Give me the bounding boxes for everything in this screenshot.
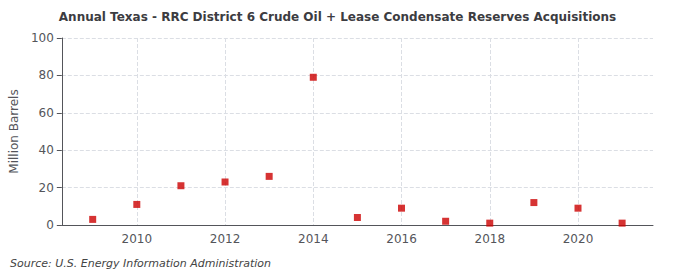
svg-text:2018: 2018 <box>474 232 505 246</box>
svg-text:100: 100 <box>31 31 54 45</box>
svg-text:2016: 2016 <box>386 232 417 246</box>
svg-text:Million Barrels: Million Barrels <box>7 89 21 173</box>
svg-text:Source: U.S. Energy Informatio: Source: U.S. Energy Information Administ… <box>10 257 271 270</box>
svg-text:2014: 2014 <box>298 232 329 246</box>
svg-text:2020: 2020 <box>563 232 594 246</box>
svg-text:0: 0 <box>46 218 54 232</box>
svg-text:40: 40 <box>39 143 54 157</box>
svg-text:80: 80 <box>39 68 54 82</box>
svg-text:60: 60 <box>39 106 54 120</box>
svg-text:2012: 2012 <box>210 232 241 246</box>
svg-text:Annual Texas - RRC District 6: Annual Texas - RRC District 6 Crude Oil … <box>59 10 616 24</box>
svg-text:20: 20 <box>39 181 54 195</box>
svg-text:2010: 2010 <box>122 232 153 246</box>
